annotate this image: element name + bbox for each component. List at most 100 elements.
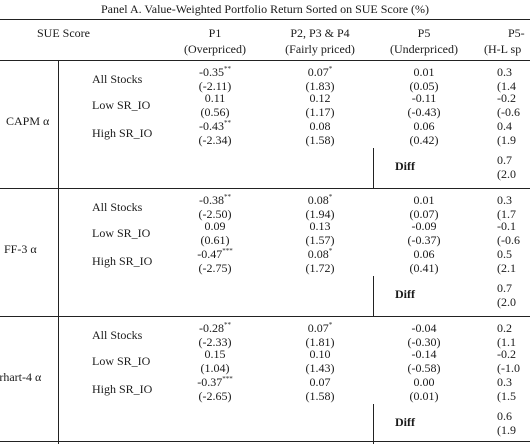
coef-value: 0.01: [413, 65, 435, 79]
significance-stars: **: [224, 65, 231, 73]
coef-value: 0.08: [307, 247, 329, 261]
coef-value: 0.00: [413, 375, 435, 389]
row-label: Low SR_IO: [92, 98, 151, 112]
tstat-cell: (-0.30): [407, 335, 441, 349]
coef-cell: 0.4: [497, 120, 512, 133]
significance-stars: **: [224, 119, 231, 127]
diff-value: 0.7: [497, 153, 512, 167]
coef-cell: 0.07*: [308, 66, 333, 79]
model-divider: [58, 188, 59, 316]
coef-cell: 0.12: [310, 92, 331, 105]
diff-tstat: (1.9: [497, 423, 516, 437]
col-header-p1: P1: [208, 26, 222, 40]
table-title: Panel A. Value-Weighted Portfolio Return…: [100, 2, 430, 16]
coef-cell: -0.37***: [197, 376, 233, 389]
coef-value: -0.2: [497, 91, 516, 105]
coef-value: -0.43: [199, 119, 224, 133]
col-header-p5: P5: [417, 26, 431, 40]
coef-value: -0.2: [497, 347, 516, 361]
row-label: All Stocks: [92, 200, 143, 214]
coef-cell: -0.11: [412, 92, 437, 105]
coef-cell: -0.2: [497, 348, 516, 361]
tstat-cell: (1.5: [497, 389, 516, 403]
tstat-cell: (1.94): [305, 207, 335, 221]
coef-value: -0.11: [411, 91, 437, 105]
coef-cell: -0.28**: [199, 322, 231, 335]
diff-label: Diff: [395, 287, 415, 301]
coef-value: 0.3: [497, 193, 512, 207]
significance-stars: *: [328, 321, 333, 329]
coef-value: 0.2: [497, 321, 512, 335]
diff-value: 0.7: [497, 281, 512, 295]
coef-cell: 0.07*: [308, 322, 333, 335]
tstat-cell: (-0.43): [407, 105, 441, 119]
section-rule: [0, 316, 530, 317]
tstat-cell: (1.58): [305, 133, 335, 147]
header-rule: [0, 60, 530, 61]
tstat-cell: (-2.11): [198, 79, 232, 93]
tstat-cell: (-0.58): [407, 361, 441, 375]
tstat-cell: (1.43): [305, 361, 335, 375]
coef-cell: -0.04: [412, 322, 437, 335]
coef-value: 0.5: [497, 247, 512, 261]
coef-value: 0.08: [307, 193, 329, 207]
section-rule: [0, 188, 530, 189]
model-label: arhart-4 α: [0, 370, 42, 384]
tstat-cell: (1.1: [497, 335, 516, 349]
coef-value: 0.12: [309, 91, 331, 105]
coef-value: -0.09: [411, 219, 437, 233]
bottom-rule: [0, 441, 530, 442]
tstat-cell: (-2.65): [198, 389, 232, 403]
coef-cell: -0.1: [497, 220, 516, 233]
coef-value: 0.09: [204, 219, 226, 233]
tstat-cell: (0.01): [409, 389, 439, 403]
coef-value: -0.28: [199, 321, 224, 335]
coef-cell: 0.2: [497, 322, 512, 335]
tstat-cell: (1.72): [305, 261, 335, 275]
coef-cell: 0.06: [414, 120, 435, 133]
tstat-cell: (-1.0: [497, 361, 520, 375]
tstat-cell: (0.61): [200, 233, 230, 247]
tstat-cell: (-0.37): [407, 233, 441, 247]
tstat-cell: (-2.50): [198, 207, 232, 221]
tstat-cell: (-2.33): [198, 335, 232, 349]
coef-cell: 0.07: [310, 376, 331, 389]
tstat-cell: (1.04): [200, 361, 230, 375]
tstat-cell: (-0.6: [497, 105, 520, 119]
col-subheader-p1: (Overpriced): [184, 42, 246, 56]
coef-value: 0.4: [497, 119, 512, 133]
coef-cell: 0.10: [310, 348, 331, 361]
coef-cell: -0.43**: [199, 120, 231, 133]
coef-cell: 0.09: [205, 220, 226, 233]
coef-value: 0.06: [413, 247, 435, 261]
coef-value: 0.3: [497, 65, 512, 79]
coef-cell: -0.09: [412, 220, 437, 233]
coef-cell: 0.13: [310, 220, 331, 233]
coef-cell: 0.5: [497, 248, 512, 261]
coef-value: -0.35: [199, 65, 224, 79]
significance-stars: *: [328, 65, 333, 73]
diff-divider: [373, 276, 374, 316]
model-label: CAPM α: [6, 114, 50, 128]
tstat-cell: (0.56): [200, 105, 230, 119]
coef-value: 0.07: [307, 321, 329, 335]
coef-cell: 0.01: [414, 194, 435, 207]
coef-cell: 0.15: [205, 348, 226, 361]
row-label: High SR_IO: [92, 126, 153, 140]
significance-stars: ***: [222, 247, 233, 255]
row-label: All Stocks: [92, 72, 143, 86]
significance-stars: **: [224, 321, 231, 329]
coef-cell: -0.35**: [199, 66, 231, 79]
coef-value: 0.01: [413, 193, 435, 207]
coef-cell: -0.38**: [199, 194, 231, 207]
tstat-cell: (1.9: [497, 133, 516, 147]
tstat-cell: (1.17): [305, 105, 335, 119]
significance-stars: *: [328, 247, 333, 255]
model-divider: [58, 316, 59, 444]
corner-header: SUE Score: [37, 26, 90, 40]
top-rule: [0, 19, 530, 20]
significance-stars: **: [224, 193, 231, 201]
coef-cell: 0.3: [497, 66, 512, 79]
coef-value: 0.06: [413, 119, 435, 133]
coef-value: -0.37: [197, 375, 223, 389]
